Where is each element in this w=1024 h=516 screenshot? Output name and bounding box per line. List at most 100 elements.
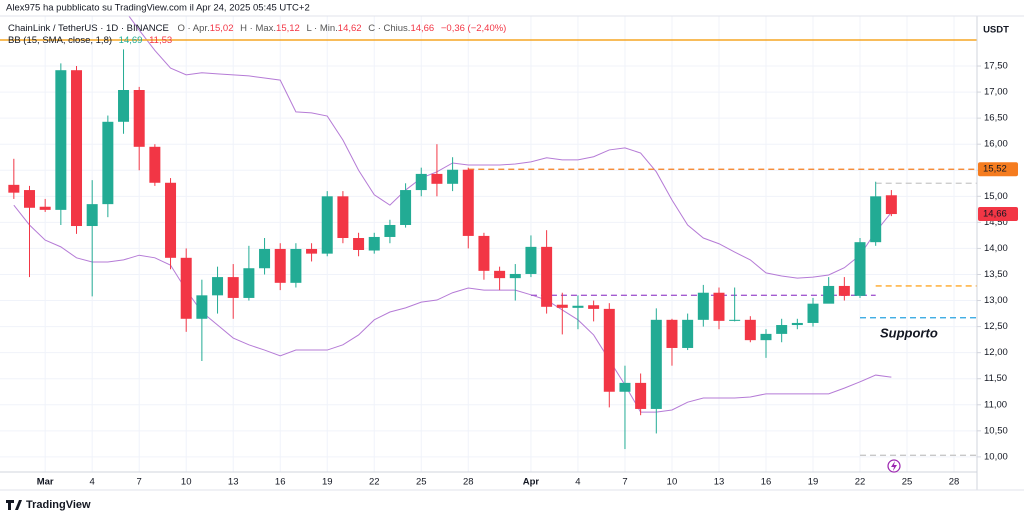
- x-tick-label: 4: [575, 477, 580, 488]
- candle-body: [243, 268, 255, 298]
- candle-body: [682, 319, 694, 348]
- candle-body: [807, 303, 819, 323]
- y-tick-label: 12,00: [984, 347, 1008, 358]
- y-tick-label: 11,50: [984, 373, 1007, 384]
- x-tick-label: 28: [949, 477, 960, 488]
- candle-body: [462, 169, 474, 236]
- candle-body: [650, 319, 662, 409]
- candle-body: [165, 182, 177, 258]
- annotation: Supporto: [880, 325, 938, 340]
- y-tick-label: 10,50: [984, 425, 1008, 436]
- candle-body: [729, 319, 741, 321]
- y-tick-label: 13,50: [984, 269, 1008, 280]
- alert-icon: [887, 459, 901, 473]
- y-tick-label: 13,00: [984, 295, 1008, 306]
- bb-label: BB (15, SMA, close, 1,8): [8, 35, 112, 46]
- candle-body: [384, 224, 396, 237]
- candle-body: [118, 90, 130, 122]
- candle-body: [823, 285, 835, 304]
- ohlc-label: O · Apr.: [178, 23, 210, 34]
- y-tick-label: 17,50: [984, 61, 1008, 72]
- change: −0,36 (−2,40%): [441, 23, 507, 34]
- published-line: Alex975 ha pubblicato su TradingView.com…: [6, 3, 310, 14]
- candle-body: [290, 248, 302, 283]
- candle-body: [854, 242, 866, 296]
- axes: 10,00 10,50 11,00 11,50 12,00 12,50 13,00 13,50…: [37, 61, 1018, 488]
- x-tick-label: 19: [808, 477, 819, 488]
- y-tick-label: 17,00: [984, 87, 1008, 98]
- candle-body: [196, 295, 208, 319]
- x-tick-label: 7: [622, 477, 627, 488]
- y-tick-label: 14,00: [984, 243, 1008, 254]
- candle-body: [635, 382, 647, 409]
- y-tick-label: 11,00: [984, 399, 1007, 410]
- ohlc-label: L · Min.: [306, 23, 337, 34]
- x-tick-label: 25: [416, 477, 427, 488]
- ohlc-value: 14,62: [338, 23, 362, 34]
- bb-lower: [13, 204, 892, 413]
- candle-body: [776, 325, 788, 334]
- plot-area: [0, 16, 977, 456]
- candle-body: [572, 305, 584, 308]
- candle-body: [400, 190, 412, 225]
- ohlc-value: 15,02: [210, 23, 234, 34]
- ohlc-value: 15,12: [276, 23, 300, 34]
- price-label: 15,52: [983, 164, 1007, 175]
- candle-body: [838, 285, 850, 296]
- candle-body: [353, 238, 365, 250]
- grid: [0, 16, 977, 472]
- x-tick-label: 16: [761, 477, 772, 488]
- y-tick-label: 16,50: [984, 113, 1008, 124]
- candle-body: [212, 277, 224, 296]
- y-tick-label: 10,00: [984, 451, 1008, 462]
- candle-body: [321, 196, 333, 254]
- candle-body: [431, 173, 443, 184]
- last-price-box: [978, 207, 1018, 222]
- x-tick-label: 22: [855, 477, 866, 488]
- x-tick-label: 28: [463, 477, 474, 488]
- candle-body: [619, 382, 631, 392]
- last-price-label: 14,66: [983, 209, 1007, 220]
- footer-brand: TradingView: [26, 499, 91, 511]
- x-tick-label: 13: [228, 477, 239, 488]
- x-tick-label: Mar: [37, 477, 54, 488]
- candle-body: [885, 195, 897, 215]
- candle-body: [55, 70, 67, 210]
- candle-body: [870, 196, 882, 243]
- x-tick-label: 13: [714, 477, 725, 488]
- x-tick-label: 16: [275, 477, 286, 488]
- candle-body: [8, 184, 20, 193]
- candle-body: [791, 322, 803, 326]
- candle-body: [494, 270, 506, 279]
- bb-upper-value: 14,69: [119, 35, 143, 46]
- candle-body: [556, 304, 568, 308]
- x-tick-label: 4: [90, 477, 95, 488]
- symbol-line: ChainLink / TetherUS · 1D · BINANCE O · …: [8, 23, 506, 34]
- candle-body: [666, 319, 678, 348]
- candle-body: [337, 196, 349, 239]
- candle-body: [71, 70, 83, 227]
- candle-body: [259, 248, 271, 269]
- bb-lower-value: 11,53: [149, 35, 172, 46]
- ohlc-label: H · Max.: [240, 23, 276, 34]
- candle-body: [306, 248, 318, 254]
- candle-body: [39, 206, 51, 210]
- currency-label: USDT: [983, 25, 1009, 36]
- candle-body: [588, 305, 600, 309]
- ohlc-label: C · Chius.: [368, 23, 410, 34]
- candle-body: [509, 273, 521, 279]
- y-tick-label: 12,50: [984, 321, 1008, 332]
- candle-body: [713, 292, 725, 321]
- x-tick-label: Apr: [523, 477, 540, 488]
- candle-body: [86, 204, 98, 227]
- candle-body: [227, 277, 239, 298]
- candle-body: [415, 173, 427, 191]
- x-tick-label: 19: [322, 477, 333, 488]
- y-tick-label: 15,00: [984, 191, 1008, 202]
- candle-body: [24, 190, 36, 208]
- candle-body: [102, 121, 114, 205]
- y-tick-label: 14,50: [984, 217, 1008, 228]
- x-tick-label: 25: [902, 477, 913, 488]
- candle-body: [133, 90, 145, 147]
